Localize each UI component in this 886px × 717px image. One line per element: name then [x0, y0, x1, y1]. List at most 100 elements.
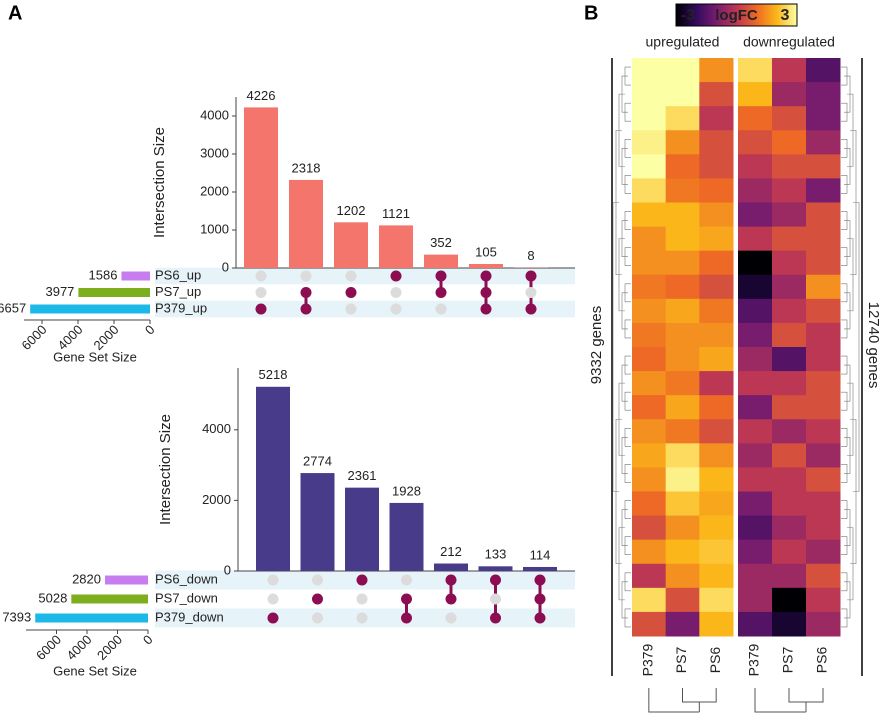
- matrix-dot: [401, 612, 412, 624]
- data-label: 133: [485, 547, 507, 562]
- matrix-dot: [435, 303, 447, 315]
- colorbar: [675, 3, 798, 27]
- matrix-dot: [345, 270, 357, 282]
- set-name: P379_down: [155, 609, 224, 624]
- column-dendrogram: [648, 688, 717, 713]
- heatmap-cell: [772, 274, 807, 300]
- matrix-dot: [490, 574, 501, 586]
- matrix-dot: [480, 287, 492, 298]
- heatmap-cell: [699, 274, 734, 300]
- x-axis-label: Gene Set Size: [53, 349, 137, 364]
- heatmap-cell: [632, 419, 667, 444]
- matrix-row-bg: [155, 300, 575, 318]
- y-tick-label: 3000: [200, 145, 229, 160]
- bar: [424, 254, 458, 268]
- heatmap-cell: [699, 250, 734, 276]
- set-name: P379_up: [155, 300, 207, 315]
- heatmap-cell: [738, 154, 773, 179]
- heatmap-cell: [665, 347, 700, 372]
- heatmap-cell: [806, 298, 841, 324]
- heatmap-cell: [806, 250, 841, 276]
- matrix-dot: [525, 287, 537, 298]
- heatmap-cell: [738, 298, 773, 324]
- heatmap-cell: [699, 611, 734, 637]
- column-label: PS6: [707, 647, 723, 674]
- data-label: 8: [527, 248, 534, 263]
- heatmap-cell: [632, 250, 667, 276]
- heatmap-cell: [806, 539, 841, 565]
- bar: [300, 473, 335, 571]
- heatmap-cell: [699, 539, 734, 565]
- set-x-tick-label: 2000: [90, 322, 121, 353]
- data-label: 2361: [348, 468, 377, 483]
- heatmap-cell: [738, 443, 773, 468]
- data-label: 352: [430, 235, 452, 250]
- panel-label: A: [8, 2, 22, 24]
- row-dendrogram: [612, 202, 619, 492]
- heatmap-cell: [738, 395, 773, 420]
- matrix-dot: [300, 287, 312, 298]
- matrix-dot: [390, 270, 402, 282]
- matrix-dot: [445, 574, 457, 586]
- column-label: PS6: [814, 647, 830, 674]
- heatmap-cell: [665, 611, 700, 637]
- heatmap-cell: [772, 539, 807, 565]
- heatmap-cell: [806, 563, 841, 589]
- bar: [389, 502, 424, 571]
- heatmap-cell: [772, 130, 807, 155]
- matrix-dot: [356, 574, 368, 586]
- matrix-dot: [401, 574, 412, 586]
- group-label: downregulated: [743, 34, 835, 50]
- data-label: 4226: [247, 88, 276, 103]
- data-label: 1928: [392, 483, 421, 498]
- heatmap-cell: [665, 371, 700, 396]
- matrix-dot: [267, 574, 279, 586]
- heatmap-cell: [772, 563, 807, 589]
- rows-label: 9332 genes: [588, 306, 605, 384]
- heatmap-cell: [738, 347, 773, 372]
- panel-label: B: [584, 2, 598, 24]
- heatmap-cell: [772, 347, 807, 372]
- heatmap-cell: [632, 539, 667, 565]
- matrix-dot: [255, 270, 267, 282]
- heatmap-cell: [738, 274, 773, 300]
- column-label: P379: [640, 643, 656, 676]
- heatmap-cell: [772, 226, 807, 252]
- set-bar: [78, 288, 150, 297]
- heatmap-cell: [665, 274, 700, 300]
- heatmap-cell: [665, 226, 700, 252]
- matrix-dot: [490, 593, 501, 605]
- matrix-dot: [300, 270, 312, 282]
- heatmap-cell: [806, 58, 841, 83]
- heatmap-cell: [699, 371, 734, 396]
- set-x-tick-label: 0: [142, 322, 158, 338]
- heatmap-cell: [665, 467, 700, 492]
- heatmap-cell: [738, 587, 773, 613]
- heatmap-cell: [632, 515, 667, 541]
- heatmap-cell: [665, 491, 700, 517]
- y-axis-label: Intersection Size: [151, 127, 168, 238]
- heatmap-cell: [699, 322, 734, 348]
- set-bar: [35, 613, 149, 623]
- heatmap-cell: [806, 611, 841, 637]
- heatmap-cell: [806, 202, 841, 228]
- heatmap-cell: [738, 322, 773, 348]
- heatmap-cell: [699, 226, 734, 252]
- data-label: 1202: [337, 203, 366, 218]
- heatmap-cell: [665, 82, 700, 107]
- heatmap-cell: [632, 322, 667, 348]
- bar: [289, 179, 323, 268]
- heatmap-cell: [699, 419, 734, 444]
- heatmap-cell: [806, 587, 841, 613]
- set-size-label: 7393: [2, 609, 31, 624]
- heatmap-cell: [632, 443, 667, 468]
- matrix-dot: [267, 612, 279, 624]
- matrix-dot: [255, 303, 267, 315]
- column-label: P379: [746, 643, 762, 676]
- heatmap-cell: [665, 154, 700, 179]
- matrix-dot: [255, 287, 267, 298]
- matrix-dot: [435, 270, 447, 282]
- set-name: PS7_down: [155, 590, 218, 605]
- heatmap-cell: [772, 322, 807, 348]
- heatmap-cell: [665, 178, 700, 203]
